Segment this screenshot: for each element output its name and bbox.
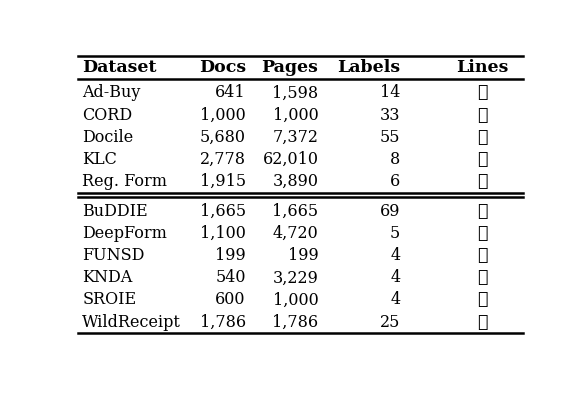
Text: Pages: Pages: [261, 59, 319, 76]
Text: Ad-Buy: Ad-Buy: [82, 84, 141, 101]
Text: ✓: ✓: [477, 107, 487, 124]
Text: 69: 69: [380, 203, 400, 220]
Text: 5,680: 5,680: [200, 129, 246, 146]
Text: 1,786: 1,786: [272, 314, 319, 331]
Text: 540: 540: [215, 269, 246, 286]
Text: 4: 4: [390, 292, 400, 309]
Text: 199: 199: [288, 247, 319, 264]
Text: 1,000: 1,000: [272, 292, 319, 309]
Text: Docile: Docile: [82, 129, 134, 146]
Text: 14: 14: [380, 84, 400, 101]
Text: ✗: ✗: [477, 203, 487, 220]
Text: BuDDIE: BuDDIE: [82, 203, 148, 220]
Text: 3,890: 3,890: [272, 173, 319, 190]
Text: 1,000: 1,000: [200, 107, 246, 124]
Text: 5: 5: [390, 225, 400, 242]
Text: ✓: ✓: [477, 84, 487, 101]
Text: ✗: ✗: [477, 292, 487, 309]
Text: ✓: ✓: [477, 129, 487, 146]
Text: 1,100: 1,100: [200, 225, 246, 242]
Text: 4: 4: [390, 269, 400, 286]
Text: KNDA: KNDA: [82, 269, 132, 286]
Text: Labels: Labels: [337, 59, 400, 76]
Text: ✗: ✗: [477, 151, 487, 168]
Text: 4,720: 4,720: [272, 225, 319, 242]
Text: KLC: KLC: [82, 151, 117, 168]
Text: Dataset: Dataset: [82, 59, 157, 76]
Text: CORD: CORD: [82, 107, 132, 124]
Text: SROIE: SROIE: [82, 292, 137, 309]
Text: 33: 33: [380, 107, 400, 124]
Text: DeepForm: DeepForm: [82, 225, 167, 242]
Text: 8: 8: [390, 151, 400, 168]
Text: ✗: ✗: [477, 314, 487, 331]
Text: Docs: Docs: [199, 59, 246, 76]
Text: ✗: ✗: [477, 173, 487, 190]
Text: 1,665: 1,665: [200, 203, 246, 220]
Text: 1,598: 1,598: [272, 84, 319, 101]
Text: 641: 641: [215, 84, 246, 101]
Text: 3,229: 3,229: [272, 269, 319, 286]
Text: 62,010: 62,010: [263, 151, 319, 168]
Text: Lines: Lines: [456, 59, 508, 76]
Text: FUNSD: FUNSD: [82, 247, 145, 264]
Text: 1,786: 1,786: [200, 314, 246, 331]
Text: 199: 199: [215, 247, 246, 264]
Text: 55: 55: [380, 129, 400, 146]
Text: ✗: ✗: [477, 225, 487, 242]
Text: WildReceipt: WildReceipt: [82, 314, 181, 331]
Text: ✗: ✗: [477, 247, 487, 264]
Text: ✗: ✗: [477, 269, 487, 286]
Text: 1,915: 1,915: [200, 173, 246, 190]
Text: 25: 25: [380, 314, 400, 331]
Text: 4: 4: [390, 247, 400, 264]
Text: 7,372: 7,372: [272, 129, 319, 146]
Text: 2,778: 2,778: [200, 151, 246, 168]
Text: 1,665: 1,665: [272, 203, 319, 220]
Text: 6: 6: [390, 173, 400, 190]
Text: 1,000: 1,000: [272, 107, 319, 124]
Text: 600: 600: [215, 292, 246, 309]
Text: Reg. Form: Reg. Form: [82, 173, 168, 190]
